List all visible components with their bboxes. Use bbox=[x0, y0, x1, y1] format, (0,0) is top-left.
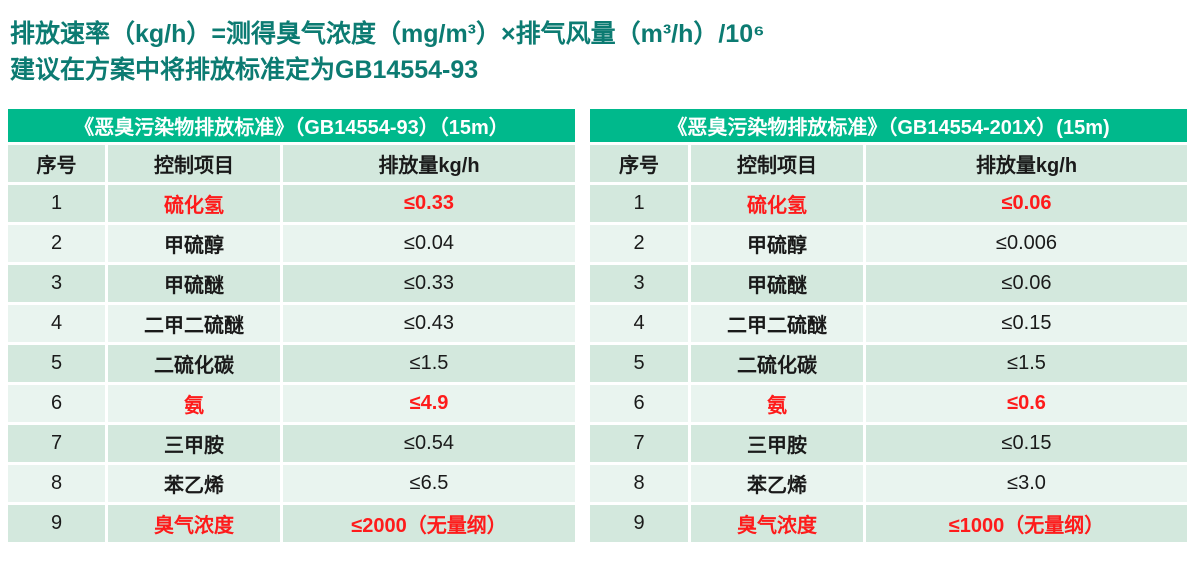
cell-item: 臭气浓度 bbox=[691, 505, 863, 542]
cell-serial: 1 bbox=[590, 185, 688, 222]
table-body: 1 硫化氢 ≤0.33 2 甲硫醇 ≤0.04 3 甲硫醚 ≤0.33 4 二甲… bbox=[8, 185, 575, 542]
standards-table-gb14554-201x: 《恶臭污染物排放标准》（GB14554-201X）(15m) 序号 控制项目 排… bbox=[590, 109, 1187, 542]
cell-value: ≤0.04 bbox=[283, 225, 575, 262]
column-header-value: 排放量kg/h bbox=[283, 145, 575, 182]
cell-serial: 7 bbox=[590, 425, 688, 462]
cell-value: ≤3.0 bbox=[866, 465, 1187, 502]
cell-item: 硫化氢 bbox=[691, 185, 863, 222]
cell-item: 二甲二硫醚 bbox=[691, 305, 863, 342]
cell-value: ≤0.06 bbox=[866, 265, 1187, 302]
column-header-serial: 序号 bbox=[590, 145, 688, 182]
table-row: 8 苯乙烯 ≤3.0 bbox=[590, 465, 1187, 502]
cell-serial: 3 bbox=[8, 265, 105, 302]
cell-value: ≤1000（无量纲） bbox=[866, 505, 1187, 542]
table-row: 3 甲硫醚 ≤0.06 bbox=[590, 265, 1187, 302]
table-row: 3 甲硫醚 ≤0.33 bbox=[8, 265, 575, 302]
column-header-serial: 序号 bbox=[8, 145, 105, 182]
table-row: 6 氨 ≤0.6 bbox=[590, 385, 1187, 422]
cell-serial: 6 bbox=[590, 385, 688, 422]
table-row: 9 臭气浓度 ≤1000（无量纲） bbox=[590, 505, 1187, 542]
cell-serial: 2 bbox=[8, 225, 105, 262]
column-header-row: 序号 控制项目 排放量kg/h bbox=[590, 145, 1187, 182]
cell-serial: 4 bbox=[590, 305, 688, 342]
cell-item: 臭气浓度 bbox=[108, 505, 280, 542]
table-row: 9 臭气浓度 ≤2000（无量纲） bbox=[8, 505, 575, 542]
cell-item: 甲硫醚 bbox=[108, 265, 280, 302]
cell-item: 苯乙烯 bbox=[691, 465, 863, 502]
column-header-item: 控制项目 bbox=[691, 145, 863, 182]
standards-tables: 《恶臭污染物排放标准》（GB14554-93）（15m） 序号 控制项目 排放量… bbox=[8, 109, 1200, 542]
cell-serial: 4 bbox=[8, 305, 105, 342]
table-row: 4 二甲二硫醚 ≤0.15 bbox=[590, 305, 1187, 342]
cell-serial: 5 bbox=[590, 345, 688, 382]
table-row: 1 硫化氢 ≤0.06 bbox=[590, 185, 1187, 222]
cell-item: 三甲胺 bbox=[691, 425, 863, 462]
table-row: 2 甲硫醇 ≤0.04 bbox=[8, 225, 575, 262]
column-header-value: 排放量kg/h bbox=[866, 145, 1187, 182]
cell-serial: 5 bbox=[8, 345, 105, 382]
table-row: 8 苯乙烯 ≤6.5 bbox=[8, 465, 575, 502]
cell-serial: 9 bbox=[590, 505, 688, 542]
intro-line-recommendation: 建议在方案中将排放标准定为GB14554-93 bbox=[10, 56, 479, 84]
cell-item: 氨 bbox=[691, 385, 863, 422]
table-body: 1 硫化氢 ≤0.06 2 甲硫醇 ≤0.006 3 甲硫醚 ≤0.06 4 二… bbox=[590, 185, 1187, 542]
cell-value: ≤0.33 bbox=[283, 185, 575, 222]
cell-serial: 3 bbox=[590, 265, 688, 302]
cell-item: 苯乙烯 bbox=[108, 465, 280, 502]
cell-value: ≤0.006 bbox=[866, 225, 1187, 262]
cell-item: 甲硫醇 bbox=[108, 225, 280, 262]
cell-item: 氨 bbox=[108, 385, 280, 422]
cell-serial: 1 bbox=[8, 185, 105, 222]
cell-value: ≤0.43 bbox=[283, 305, 575, 342]
table-title: 《恶臭污染物排放标准》（GB14554-201X）(15m) bbox=[590, 109, 1187, 142]
table-row: 1 硫化氢 ≤0.33 bbox=[8, 185, 575, 222]
cell-serial: 9 bbox=[8, 505, 105, 542]
cell-value: ≤6.5 bbox=[283, 465, 575, 502]
cell-value: ≤2000（无量纲） bbox=[283, 505, 575, 542]
cell-item: 二甲二硫醚 bbox=[108, 305, 280, 342]
cell-value: ≤0.15 bbox=[866, 425, 1187, 462]
cell-value: ≤0.06 bbox=[866, 185, 1187, 222]
cell-value: ≤1.5 bbox=[866, 345, 1187, 382]
cell-value: ≤0.15 bbox=[866, 305, 1187, 342]
cell-value: ≤4.9 bbox=[283, 385, 575, 422]
cell-serial: 2 bbox=[590, 225, 688, 262]
cell-serial: 8 bbox=[8, 465, 105, 502]
table-row: 4 二甲二硫醚 ≤0.43 bbox=[8, 305, 575, 342]
table-row: 6 氨 ≤4.9 bbox=[8, 385, 575, 422]
table-row: 5 二硫化碳 ≤1.5 bbox=[8, 345, 575, 382]
cell-item: 甲硫醚 bbox=[691, 265, 863, 302]
cell-serial: 7 bbox=[8, 425, 105, 462]
cell-value: ≤0.6 bbox=[866, 385, 1187, 422]
cell-value: ≤1.5 bbox=[283, 345, 575, 382]
cell-value: ≤0.54 bbox=[283, 425, 575, 462]
standards-table-gb14554-93: 《恶臭污染物排放标准》（GB14554-93）（15m） 序号 控制项目 排放量… bbox=[8, 109, 575, 542]
table-row: 5 二硫化碳 ≤1.5 bbox=[590, 345, 1187, 382]
cell-item: 二硫化碳 bbox=[108, 345, 280, 382]
cell-serial: 8 bbox=[590, 465, 688, 502]
cell-item: 甲硫醇 bbox=[691, 225, 863, 262]
table-row: 2 甲硫醇 ≤0.006 bbox=[590, 225, 1187, 262]
column-header-row: 序号 控制项目 排放量kg/h bbox=[8, 145, 575, 182]
cell-item: 三甲胺 bbox=[108, 425, 280, 462]
column-header-item: 控制项目 bbox=[108, 145, 280, 182]
cell-item: 二硫化碳 bbox=[691, 345, 863, 382]
table-row: 7 三甲胺 ≤0.54 bbox=[8, 425, 575, 462]
table-row: 7 三甲胺 ≤0.15 bbox=[590, 425, 1187, 462]
table-title: 《恶臭污染物排放标准》（GB14554-93）（15m） bbox=[8, 109, 575, 142]
cell-value: ≤0.33 bbox=[283, 265, 575, 302]
intro-text-block: 排放速率（kg/h）=测得臭气浓度（mg/m³）×排气风量（m³/h）/10⁶ … bbox=[0, 0, 1200, 88]
intro-line-formula: 排放速率（kg/h）=测得臭气浓度（mg/m³）×排气风量（m³/h）/10⁶ bbox=[10, 20, 765, 48]
cell-item: 硫化氢 bbox=[108, 185, 280, 222]
cell-serial: 6 bbox=[8, 385, 105, 422]
